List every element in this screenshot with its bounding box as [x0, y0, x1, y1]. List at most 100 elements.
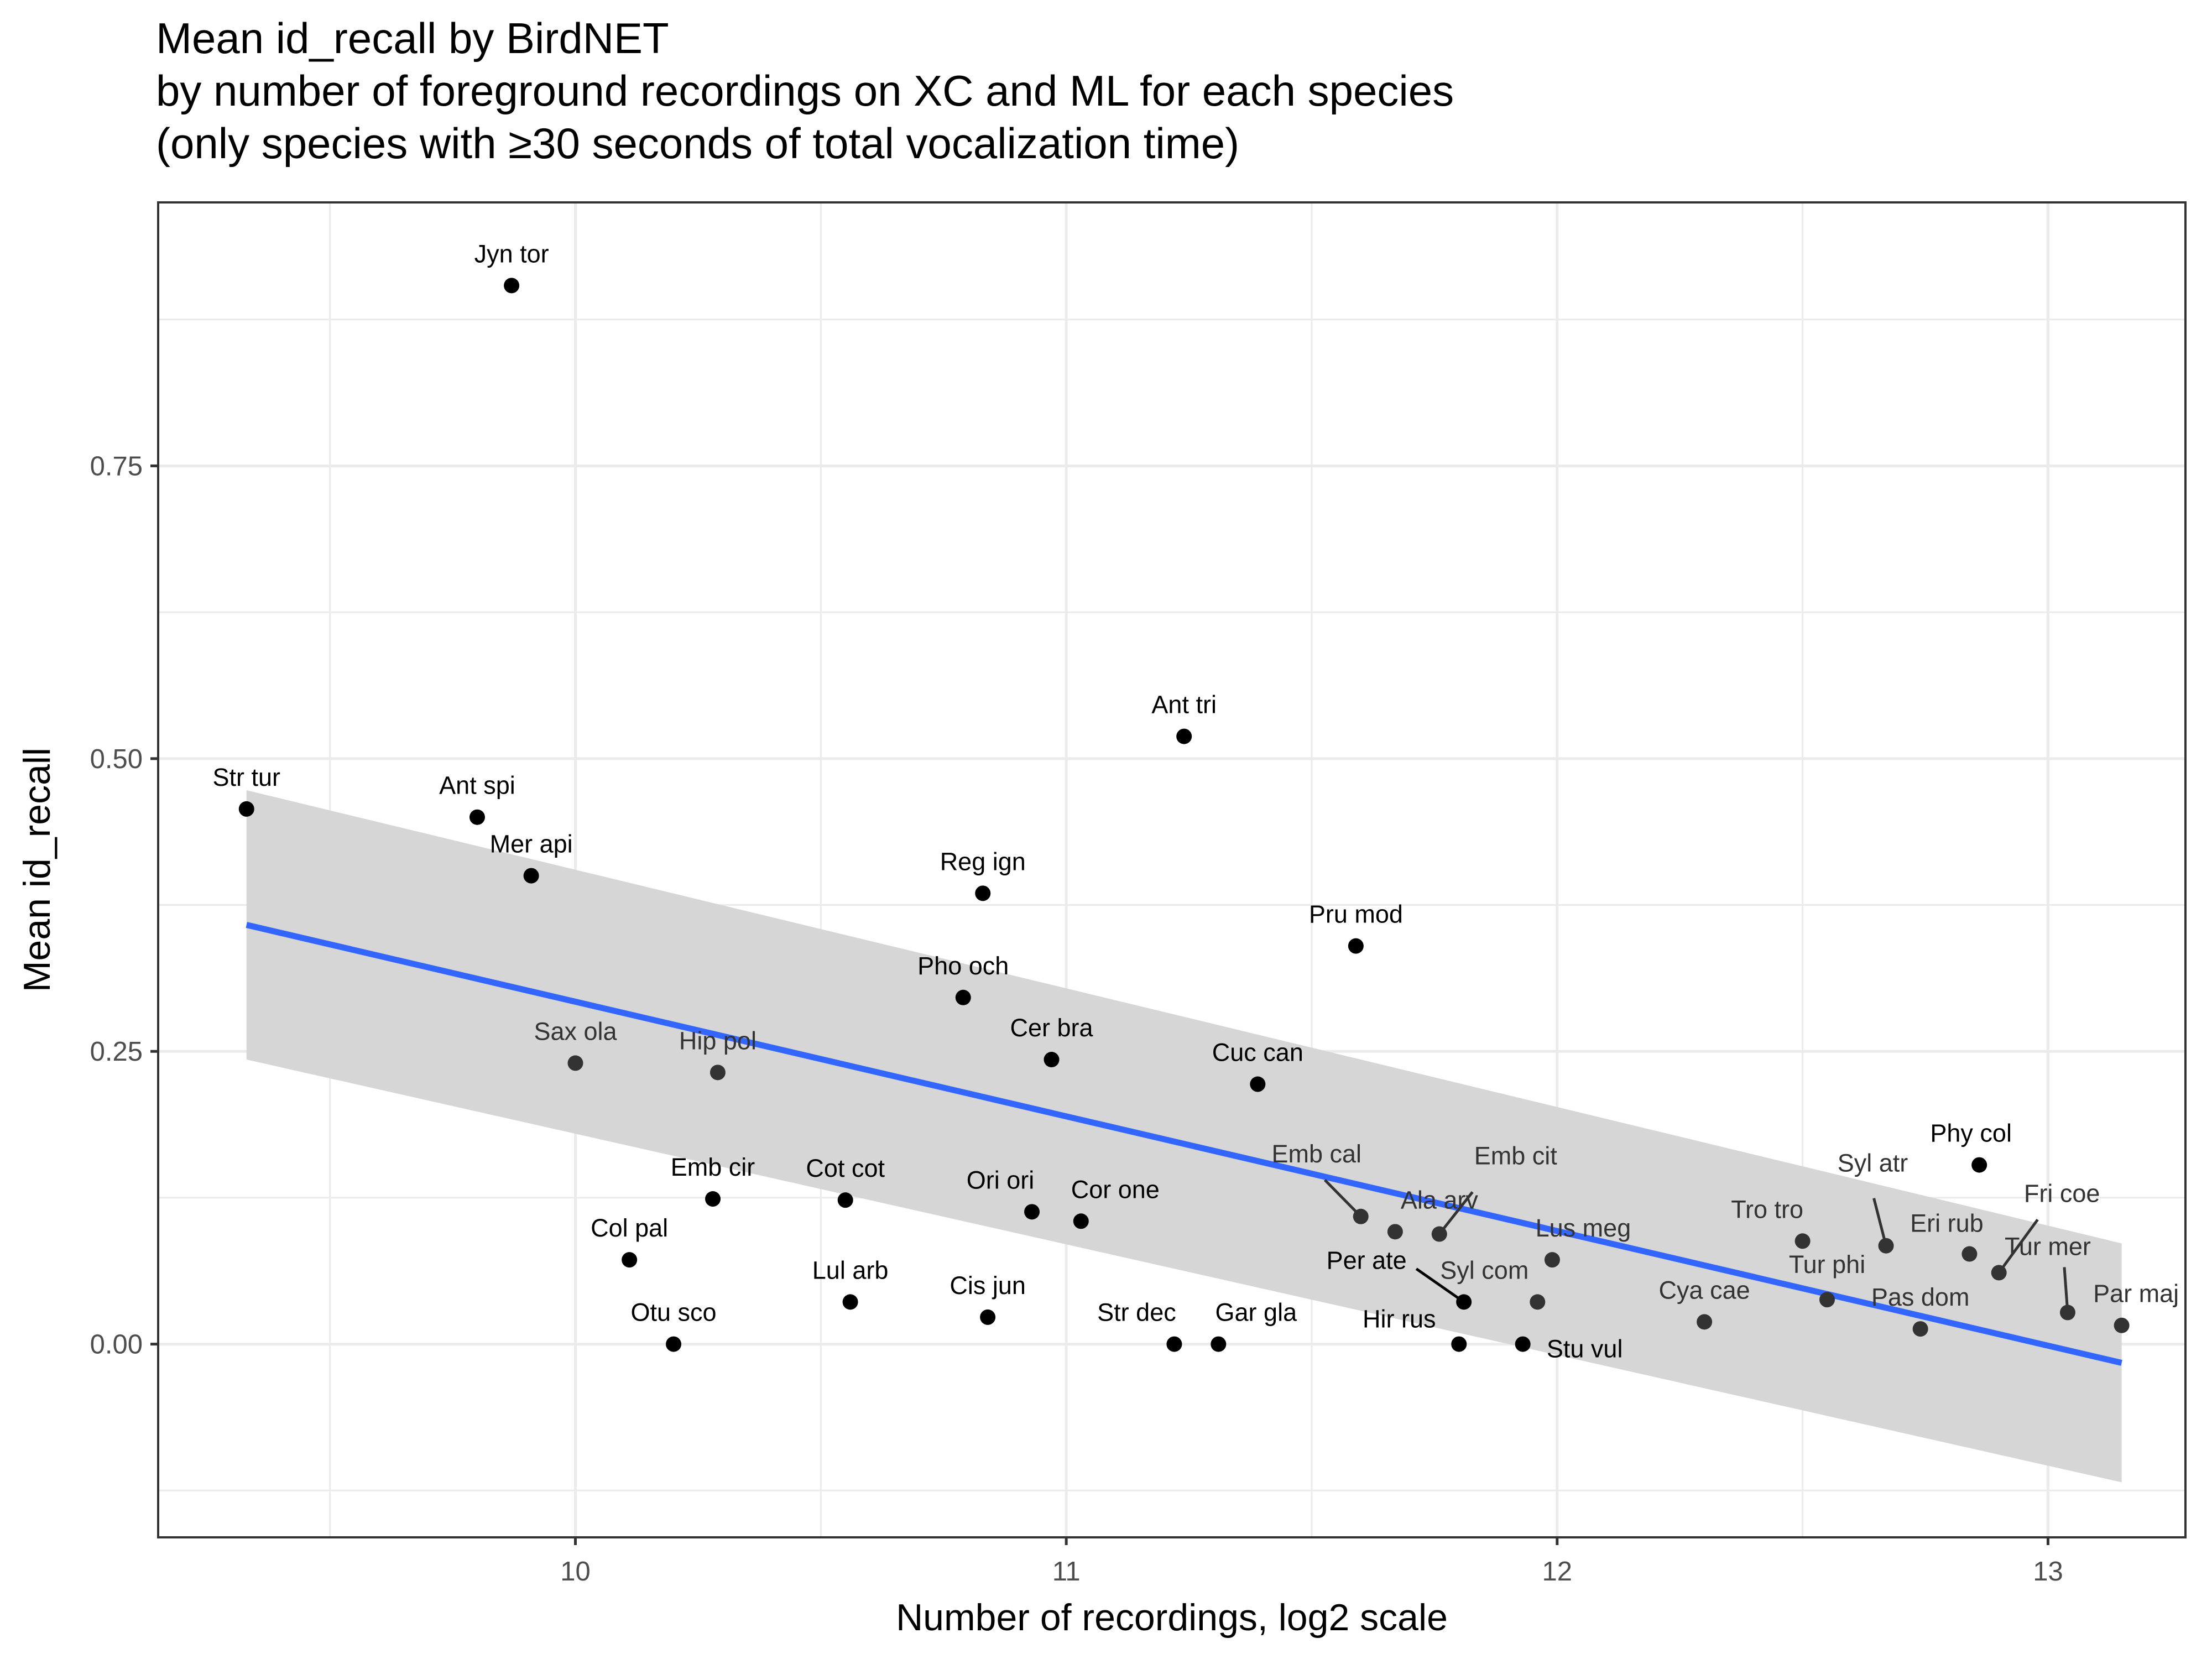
data-point: [1387, 1224, 1403, 1240]
point-label: Eri rub: [1910, 1209, 1984, 1238]
x-axis: 10 11 12 13: [560, 1537, 2063, 1587]
point-label: Tro tro: [1731, 1195, 1803, 1223]
confidence-band: [246, 790, 2122, 1483]
point-label: Pru mod: [1309, 900, 1403, 928]
point-label: Syl com: [1440, 1256, 1528, 1284]
leader-line: [1872, 1198, 1887, 1246]
data-point: [1348, 938, 1364, 954]
point-labels: Jyn tor Str tur Ant spi Mer api Sax ola Hip p…: [213, 239, 2179, 1363]
x-tick-label: 11: [1052, 1557, 1081, 1587]
x-tick-label: 13: [2033, 1557, 2063, 1587]
y-tick-label: 0.50: [90, 744, 143, 774]
point-label: Gar gla: [1215, 1298, 1298, 1327]
data-point: [975, 885, 991, 901]
data-point: [1353, 1208, 1369, 1224]
point-label: Hip pol: [679, 1026, 757, 1055]
data-point: [2059, 1305, 2075, 1321]
data-point: [1912, 1321, 1928, 1337]
point-label: Otu sco: [631, 1298, 717, 1327]
data-point: [1971, 1157, 1987, 1173]
point-label: Ala arv: [1401, 1186, 1479, 1214]
label-leader-lines: [1323, 1179, 2069, 1313]
point-label: Pho och: [917, 952, 1009, 980]
data-point: [1530, 1294, 1546, 1310]
point-label: Hir rus: [1363, 1305, 1436, 1333]
chart-subtitle-line-2: (only species with ≥30 seconds of total …: [156, 119, 1240, 168]
data-point: [1456, 1294, 1472, 1310]
point-label: Par maj: [2093, 1280, 2179, 1308]
data-point: [469, 809, 485, 825]
point-label: Tur mer: [2005, 1232, 2091, 1260]
point-label: Cer bra: [1010, 1014, 1093, 1042]
data-point: [1697, 1314, 1713, 1330]
data-point: [955, 989, 971, 1005]
data-point: [504, 278, 520, 294]
point-label: Per ate: [1327, 1246, 1407, 1274]
data-point: [1176, 728, 1192, 744]
point-label: Cya cae: [1659, 1276, 1750, 1304]
y-axis-label: Mean id_recall: [16, 748, 58, 992]
point-label: Emb cit: [1474, 1142, 1558, 1170]
point-label: Fri coe: [2024, 1179, 2100, 1207]
data-point: [1166, 1336, 1182, 1352]
data-point: [1794, 1233, 1811, 1249]
leader-line: [1323, 1179, 1362, 1218]
data-point: [980, 1309, 996, 1325]
data-point: [523, 868, 539, 884]
point-label: Mer api: [490, 830, 573, 858]
point-label: Str dec: [1097, 1298, 1176, 1327]
x-axis-label: Number of recordings, log2 scale: [896, 1597, 1448, 1639]
trend-line: [246, 922, 2122, 1366]
chart-subtitle-line-1: by number of foreground recordings on XC…: [156, 66, 1454, 115]
data-point: [1515, 1336, 1531, 1352]
data-point: [622, 1252, 638, 1268]
y-tick-label: 0.25: [90, 1037, 143, 1067]
data-point: [1044, 1052, 1060, 1068]
point-label: Str tur: [213, 763, 281, 791]
data-point: [1544, 1252, 1560, 1268]
data-point: [837, 1192, 853, 1208]
data-point: [1451, 1336, 1467, 1352]
data-point: [1991, 1265, 2007, 1281]
data-point: [666, 1336, 682, 1352]
panel-border: [157, 201, 2187, 1538]
data-point: [1250, 1076, 1266, 1092]
data-points: [238, 278, 2130, 1352]
data-point: [1431, 1226, 1447, 1242]
chart-title-block: Mean id_recall by BirdNET by number of f…: [156, 12, 1454, 170]
point-label: Ori ori: [967, 1166, 1035, 1194]
y-tick-label: 0.75: [90, 451, 143, 481]
point-label: Emb cir: [671, 1153, 755, 1181]
leader-line: [1438, 1191, 1474, 1235]
point-label: Cot cot: [806, 1154, 885, 1182]
data-point: [1211, 1336, 1227, 1352]
point-label: Ant tri: [1151, 691, 1217, 719]
data-point: [2114, 1317, 2130, 1333]
data-point: [842, 1294, 858, 1310]
data-point: [705, 1191, 721, 1207]
point-label: Phy col: [1930, 1119, 2012, 1147]
point-label: Tur phi: [1789, 1250, 1865, 1279]
point-label: Lul arb: [812, 1256, 889, 1284]
y-axis: 0.00 0.25 0.50 0.75: [90, 451, 158, 1360]
data-point: [1878, 1238, 1894, 1254]
data-point: [709, 1065, 726, 1081]
point-label: Ant spi: [439, 771, 515, 800]
point-label: Cis jun: [950, 1271, 1026, 1300]
leader-line: [1997, 1218, 2039, 1274]
point-label: Reg ign: [940, 847, 1026, 875]
x-tick-label: 10: [560, 1557, 591, 1587]
data-point: [567, 1055, 583, 1071]
point-label: Sax ola: [534, 1017, 617, 1045]
point-label: Cor one: [1071, 1175, 1160, 1203]
data-point: [1961, 1246, 1978, 1262]
point-label: Lus meg: [1536, 1214, 1631, 1242]
point-label: Col pal: [591, 1214, 668, 1242]
point-label: Cuc can: [1212, 1039, 1303, 1067]
y-tick-label: 0.00: [90, 1330, 143, 1360]
point-label: Pas dom: [1871, 1283, 1970, 1311]
data-point: [1819, 1292, 1835, 1308]
data-point: [238, 801, 254, 817]
point-label: Syl atr: [1838, 1149, 1908, 1177]
